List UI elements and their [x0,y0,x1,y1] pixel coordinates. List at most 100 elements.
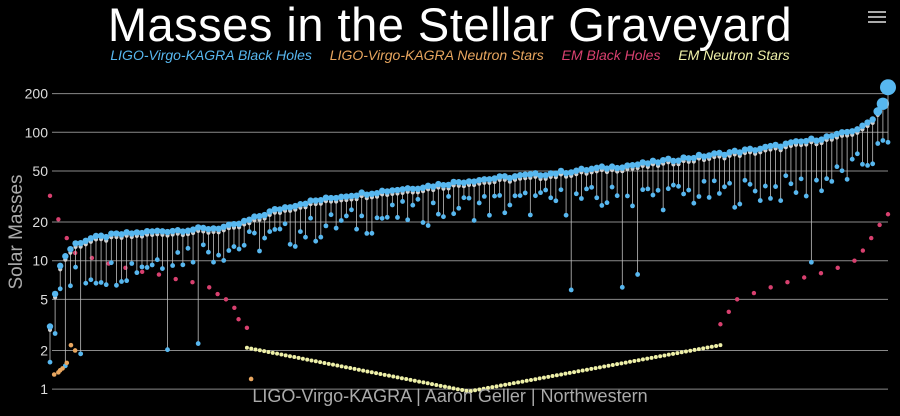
lvk-secondary-black-hole [803,193,809,199]
em-neutron-star-point [516,380,521,385]
legend-item-em-neutron-stars[interactable]: EM Neutron Stars [678,47,790,63]
em-neutron-star-point [490,385,495,390]
y-tick-label: 10 [32,253,48,269]
lvk-primary-black-hole [230,220,238,228]
y-tick-label: 50 [32,163,48,179]
lvk-primary-black-hole [562,170,570,177]
em-neutron-star-point [597,365,602,370]
lvk-primary-black-hole [859,122,866,129]
em-neutron-star-point [714,343,719,348]
em-black-hole-point [232,305,237,310]
em-neutron-star-point [718,343,723,348]
lvk-secondary-black-hole [476,200,482,206]
y-tick-label: 2 [40,342,48,358]
menu-icon[interactable] [868,8,886,24]
lvk-secondary-black-hole [609,184,615,190]
em-black-hole-point [734,297,740,302]
lvk-primary-black-hole [378,187,386,195]
lvk-primary-black-hole [266,208,273,215]
lvk-secondary-black-hole [527,212,533,218]
em-neutron-star-point [576,369,581,374]
lvk-secondary-black-hole [844,176,850,182]
em-black-hole-point [173,276,178,282]
lvk-primary-black-hole [823,133,830,140]
lvk-secondary-black-hole [614,193,620,199]
lvk-primary-black-hole [876,97,890,110]
lvk-primary-black-hole [72,240,79,247]
lvk-primary-black-hole [435,180,442,188]
lvk-primary-black-hole [46,323,54,330]
lvk-primary-black-hole [143,227,151,235]
em-neutron-star-point [244,345,249,350]
lvk-primary-black-hole [348,192,355,200]
em-neutron-star-point [640,357,645,362]
em-neutron-star-point [339,364,344,369]
em-black-hole-point [768,285,773,290]
lvk-primary-black-hole [613,164,621,172]
legend-item-lvk-black-holes[interactable]: LIGO-Virgo-KAGRA Black Holes [110,47,312,63]
em-neutron-star-point [438,383,443,388]
em-neutron-star-point [701,346,706,351]
lvk-primary-black-hole [649,157,657,164]
lvk-secondary-black-hole [456,205,462,211]
lvk-primary-black-hole [164,228,171,236]
lvk-secondary-black-hole [78,351,84,357]
lvk-primary-black-hole [864,119,871,126]
lvk-primary-black-hole [527,171,534,178]
chart-title: Masses in the Stellar Graveyard [107,0,793,51]
lvk-secondary-black-hole [451,211,457,217]
lvk-primary-black-hole [51,290,59,298]
lvk-primary-black-hole [384,188,391,195]
em-neutron-star-point [666,352,671,357]
em-neutron-star-point [300,356,305,361]
lvk-primary-black-hole [828,132,835,140]
lvk-primary-black-hole [803,137,810,145]
lvk-secondary-black-hole [68,283,73,289]
lvk-secondary-black-hole [701,178,707,184]
lvk-primary-black-hole [593,164,600,172]
lvk-primary-black-hole [557,167,565,175]
lvk-secondary-black-hole [139,264,145,270]
lvk-secondary-black-hole [834,164,840,170]
lvk-primary-black-hole [767,142,774,150]
lvk-primary-black-hole [603,165,611,172]
lvk-primary-black-hole [373,190,381,197]
lvk-secondary-black-hole [119,279,124,284]
em-neutron-star-point [442,384,447,389]
lvk-secondary-black-hole [625,193,630,199]
lvk-primary-black-hole [322,194,330,201]
em-neutron-star-point [675,351,680,356]
y-tick-label: 5 [40,291,48,307]
em-neutron-star-point [477,387,482,392]
lvk-secondary-black-hole [303,234,308,240]
credit-line: LIGO-Virgo-KAGRA | Aaron Geller | Northw… [252,386,648,406]
lvk-secondary-black-hole [308,215,313,221]
lvk-primary-black-hole [680,154,687,161]
em-neutron-star-point [447,385,452,390]
lvk-secondary-black-hole [241,242,247,248]
lvk-secondary-black-hole [354,226,359,232]
lvk-primary-black-hole [833,130,841,138]
lvk-primary-black-hole [869,116,876,123]
lvk-secondary-black-hole [425,223,431,228]
lvk-secondary-black-hole [200,242,206,248]
em-black-hole-point [835,265,840,271]
lvk-secondary-black-hole [323,223,329,229]
lvk-secondary-black-hole [579,196,584,201]
legend-item-em-black-holes[interactable]: EM Black Holes [561,47,661,63]
legend-item-lvk-neutron-stars[interactable]: LIGO-Virgo-KAGRA Neutron Stars [329,47,544,63]
lvk-secondary-black-hole [665,186,671,192]
lvk-primary-black-hole [476,176,483,184]
em-neutron-star-point [494,384,499,389]
lvk-secondary-black-hole [405,217,411,223]
lvk-secondary-black-hole [124,278,130,284]
lvk-secondary-black-hole [860,161,865,167]
em-neutron-star-point [391,374,396,379]
lvk-secondary-black-hole [98,280,104,285]
lvk-secondary-black-hole [211,259,216,265]
lvk-secondary-black-hole [471,218,477,223]
lvk-secondary-black-hole [752,188,758,194]
lvk-primary-black-hole [746,145,754,153]
lvk-secondary-black-hole [722,184,727,190]
lvk-primary-black-hole [542,172,549,179]
